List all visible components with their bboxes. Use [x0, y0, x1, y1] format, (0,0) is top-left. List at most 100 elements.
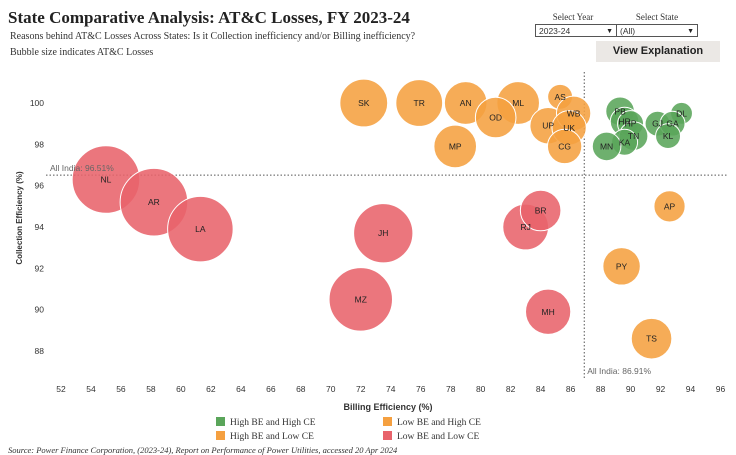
x-tick-label: 72 [356, 384, 366, 394]
bubble-wb [555, 95, 592, 132]
bubble-nl [71, 145, 141, 214]
state-select[interactable]: (All) ▼ [616, 24, 698, 37]
bubble-label: DL [676, 108, 687, 118]
x-axis-title: Billing Efficiency (%) [343, 402, 432, 412]
y-axis-title: Collection Efficiency (%) [15, 171, 24, 265]
x-tick-label: 74 [386, 384, 396, 394]
bubble-dl [670, 101, 693, 125]
bubble-label: AS [554, 92, 566, 102]
x-tick-label: 80 [476, 384, 486, 394]
bubble-size-note: Bubble size indicates AT&C Losses [10, 47, 154, 58]
x-tick-label: 52 [56, 384, 66, 394]
bubble-up [529, 107, 567, 145]
bubble-label: KL [663, 131, 674, 141]
bubble-tn [618, 121, 649, 151]
chevron-down-icon: ▼ [606, 28, 613, 35]
x-tick-label: 64 [236, 384, 246, 394]
bubble-label: SK [358, 98, 370, 108]
bubble-label: PB [614, 106, 626, 116]
bubble-hr [609, 106, 640, 137]
reference-label-billing: All India: 86.91% [587, 366, 651, 376]
x-tick-label: 76 [416, 384, 426, 394]
chevron-down-icon: ▼ [687, 28, 694, 35]
y-tick-label: 88 [35, 346, 45, 356]
bubble-label: TN [628, 131, 639, 141]
x-tick-label: 88 [596, 384, 606, 394]
bubble-hp [617, 110, 645, 138]
bubble-gj [644, 110, 671, 137]
bubble-label: CG [558, 141, 571, 151]
bubble-label: MZ [355, 294, 367, 304]
bubble-sk [339, 78, 389, 128]
bubble-tr [395, 79, 444, 127]
y-tick-label: 96 [35, 181, 45, 191]
legend-item: Low BE and High CE [383, 417, 481, 428]
y-tick-label: 100 [30, 98, 44, 108]
bubble-as [547, 83, 574, 110]
legend-swatch [383, 431, 392, 440]
legend-item: Low BE and Low CE [383, 431, 479, 442]
bubble-label: AR [148, 197, 160, 207]
x-tick-label: 94 [686, 384, 696, 394]
bubble-ap [653, 190, 686, 223]
state-select-value: (All) [620, 26, 636, 36]
bubble-label: ML [512, 98, 524, 108]
state-filter-label: Select State [635, 12, 679, 22]
year-select[interactable]: 2023-24 ▼ [535, 24, 617, 37]
bubble-ga [659, 110, 686, 137]
bubble-label: MH [542, 307, 555, 317]
bubble-label: NL [101, 174, 112, 184]
bubble-ka [611, 128, 639, 156]
bubble-label: KA [619, 137, 631, 147]
page-title: State Comparative Analysis: AT&C Losses,… [8, 8, 410, 27]
bubble-label: TR [414, 98, 425, 108]
legend-swatch [216, 417, 225, 426]
bubble-mz [328, 267, 393, 332]
x-tick-label: 84 [536, 384, 546, 394]
y-tick-label: 98 [35, 139, 45, 149]
legend-label: Low BE and Low CE [397, 432, 480, 442]
x-tick-label: 62 [206, 384, 216, 394]
x-tick-label: 58 [146, 384, 156, 394]
legend-item: High BE and High CE [216, 417, 316, 428]
bubble-pb [605, 96, 635, 127]
reference-label-collection: All India: 96.51% [50, 163, 114, 173]
bubble-kl [655, 123, 682, 150]
bubble-label: MP [449, 141, 462, 151]
year-select-value: 2023-24 [539, 26, 571, 36]
legend-swatch [216, 431, 225, 440]
bubble-label: PY [616, 261, 628, 271]
x-tick-label: 90 [626, 384, 636, 394]
bubble-label: HR [618, 117, 630, 127]
bubble-la [167, 195, 234, 263]
view-explanation-button[interactable]: View Explanation [596, 41, 720, 62]
page-subtitle: Reasons behind AT&C Losses Across States… [10, 31, 416, 42]
bubble-od [474, 96, 517, 139]
bubble-an [443, 81, 488, 125]
bubble-br [519, 189, 562, 232]
bubble-label: BR [535, 205, 547, 215]
bubble-mp [433, 124, 478, 169]
x-tick-label: 54 [86, 384, 96, 394]
bubble-label: TS [646, 334, 657, 344]
source-note: Source: Power Finance Corporation, (2023… [8, 445, 398, 455]
x-tick-label: 70 [326, 384, 336, 394]
x-tick-label: 60 [176, 384, 186, 394]
legend-item: High BE and Low CE [216, 431, 314, 442]
bubble-ml [496, 81, 540, 125]
bubble-rj [502, 203, 550, 251]
legend-swatch [383, 417, 392, 426]
bubble-label: RJ [520, 222, 530, 232]
legend-label: High BE and Low CE [230, 432, 314, 442]
bubble-mn [591, 131, 622, 162]
bubble-label: GA [666, 119, 679, 129]
bubble-label: GJ [652, 119, 663, 129]
y-tick-label: 92 [35, 263, 45, 273]
bubble-label: LA [195, 224, 206, 234]
bubble-label: AN [460, 98, 472, 108]
legend-label: High BE and High CE [230, 418, 316, 428]
bubble-uk [551, 110, 587, 146]
bubble-py [602, 247, 641, 286]
x-tick-label: 82 [506, 384, 516, 394]
